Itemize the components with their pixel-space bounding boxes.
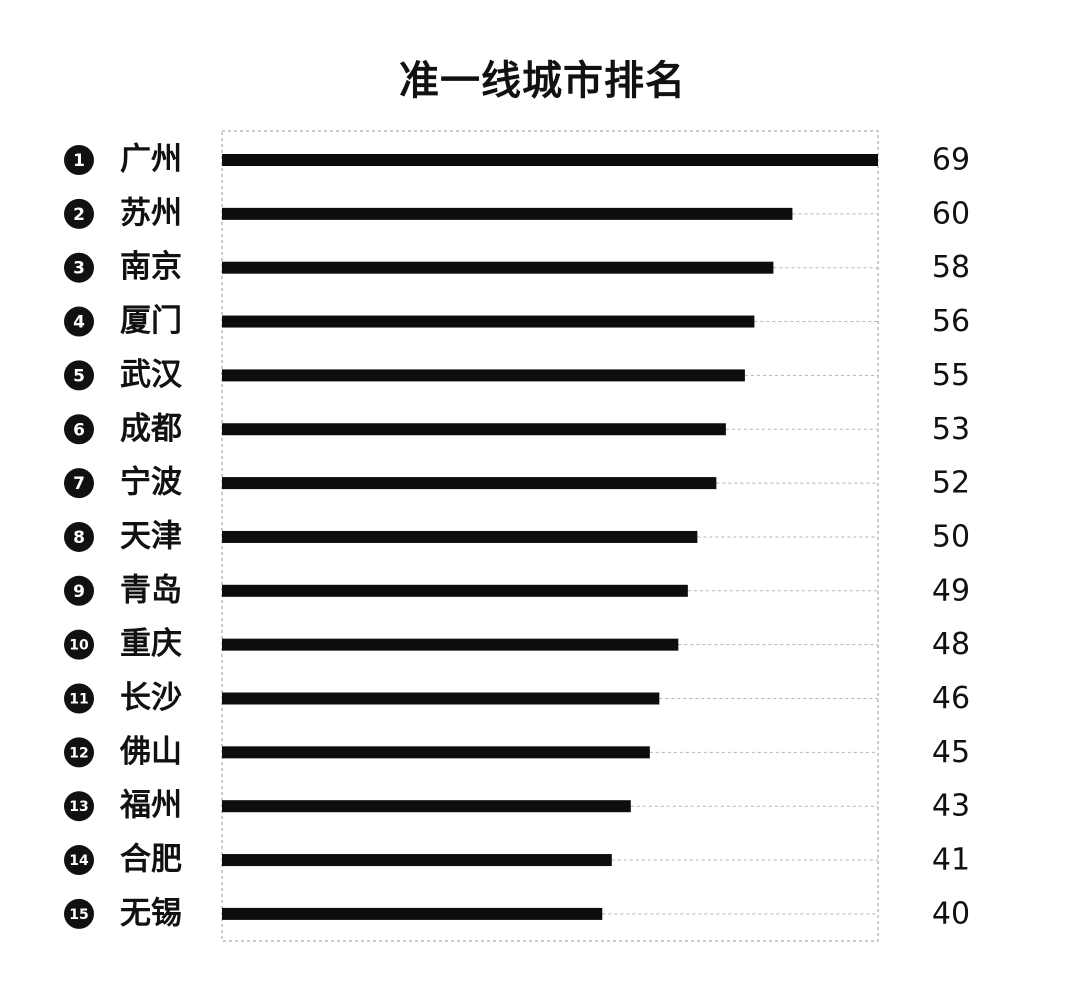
value-label: 40	[932, 896, 970, 931]
rank-badge	[64, 414, 94, 445]
city-label: 苏州	[120, 195, 182, 231]
bar	[222, 584, 688, 597]
bar	[222, 854, 612, 867]
value-label: 41	[932, 843, 970, 878]
bar	[222, 369, 745, 382]
city-label: 宁波	[120, 465, 182, 501]
rank-number: 4	[73, 313, 85, 333]
city-label: 福州	[119, 788, 182, 824]
rank-number: 2	[73, 205, 85, 225]
rank-number: 14	[69, 853, 89, 869]
value-label: 56	[932, 304, 970, 339]
city-label: 武汉	[120, 357, 183, 393]
city-label: 成都	[120, 411, 182, 447]
chart-rows: 1 广州 69 2 苏州 60 3 南京 58 4 厦门 56 5 武汉 55 6 成都 53 7 宁波 52 8 天津 50…	[64, 142, 970, 931]
city-label: 无锡	[120, 895, 182, 931]
rank-badge	[64, 629, 94, 660]
rank-number: 13	[69, 799, 88, 815]
bar	[222, 692, 660, 705]
rank-number: 12	[69, 745, 88, 761]
bar	[222, 530, 698, 543]
city-label: 厦门	[120, 303, 182, 339]
city-label: 青岛	[120, 572, 182, 608]
rank-badge	[64, 898, 94, 929]
rank-number: 5	[73, 366, 85, 386]
rank-badge	[64, 737, 94, 768]
rank-badge	[64, 845, 94, 876]
value-label: 58	[932, 250, 970, 285]
bar	[222, 477, 717, 490]
city-label: 天津	[120, 518, 182, 554]
bar	[222, 315, 755, 328]
rank-badge	[64, 521, 94, 552]
rank-badge	[64, 252, 94, 283]
value-label: 52	[932, 466, 970, 501]
bar	[222, 154, 878, 166]
bar	[222, 800, 631, 813]
rank-badge	[64, 306, 94, 337]
chart-title: 准一线城市排名	[399, 58, 686, 104]
value-label: 53	[932, 412, 970, 447]
value-label: 45	[932, 735, 970, 770]
rank-number: 3	[73, 259, 85, 279]
rank-number: 6	[73, 420, 85, 440]
rank-number: 9	[73, 582, 85, 602]
bar	[222, 423, 726, 436]
bar	[222, 746, 650, 759]
rank-number: 15	[69, 907, 88, 923]
rank-badge	[64, 683, 94, 714]
rank-badge	[64, 198, 94, 229]
rank-badge	[64, 145, 94, 175]
rank-badge	[64, 468, 94, 499]
rank-number: 7	[73, 474, 85, 494]
bar	[222, 638, 679, 651]
value-label: 43	[932, 789, 970, 824]
rank-badge	[64, 575, 94, 606]
city-label: 长沙	[120, 680, 182, 716]
value-label: 46	[932, 681, 970, 716]
city-label: 合肥	[120, 842, 182, 878]
value-label: 55	[932, 358, 970, 393]
value-label: 50	[932, 519, 970, 554]
value-label: 48	[932, 627, 970, 662]
city-label: 佛山	[119, 734, 182, 770]
rank-number: 8	[73, 528, 85, 548]
bar	[222, 907, 603, 920]
rank-number: 1	[73, 151, 85, 171]
bar	[222, 207, 793, 220]
value-label: 69	[932, 143, 970, 178]
city-label: 南京	[120, 249, 182, 285]
city-label: 重庆	[120, 626, 182, 662]
bar	[222, 261, 774, 274]
rank-number: 10	[69, 638, 89, 654]
rank-badge	[64, 791, 94, 822]
city-label: 广州	[120, 142, 182, 178]
rank-badge	[64, 360, 94, 391]
value-label: 60	[932, 196, 970, 231]
rank-number: 11	[69, 692, 88, 708]
value-label: 49	[932, 573, 970, 608]
